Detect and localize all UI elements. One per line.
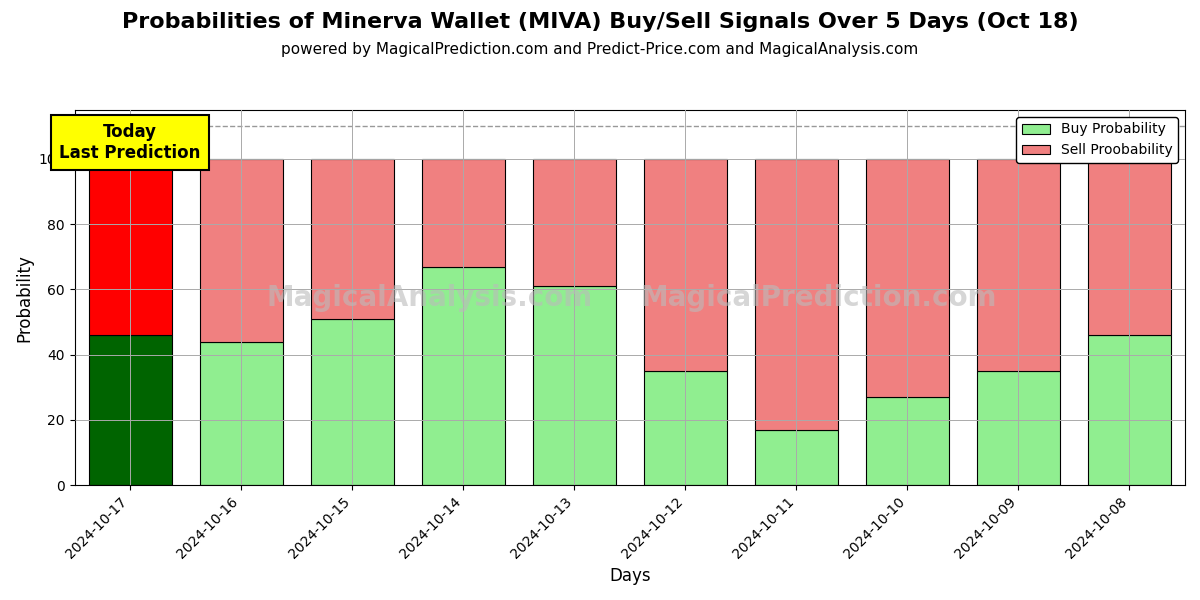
Y-axis label: Probability: Probability — [16, 254, 34, 341]
Bar — [421, 266, 505, 485]
Text: Probabilities of Minerva Wallet (MIVA) Buy/Sell Signals Over 5 Days (Oct 18): Probabilities of Minerva Wallet (MIVA) B… — [121, 12, 1079, 32]
Bar — [755, 159, 838, 430]
Bar — [421, 159, 505, 266]
Bar — [1088, 335, 1171, 485]
Bar — [643, 159, 727, 371]
Bar — [533, 159, 616, 286]
Text: MagicalAnalysis.com: MagicalAnalysis.com — [266, 284, 593, 311]
Legend: Buy Probability, Sell Proobability: Buy Probability, Sell Proobability — [1016, 117, 1178, 163]
Bar — [865, 397, 949, 485]
Bar — [865, 159, 949, 397]
Bar — [643, 371, 727, 485]
Bar — [311, 319, 394, 485]
X-axis label: Days: Days — [610, 567, 650, 585]
Bar — [755, 430, 838, 485]
Bar — [199, 341, 283, 485]
Bar — [977, 371, 1060, 485]
Bar — [533, 286, 616, 485]
Text: MagicalPrediction.com: MagicalPrediction.com — [641, 284, 997, 311]
Bar — [89, 159, 172, 335]
Bar — [977, 159, 1060, 371]
Bar — [1088, 159, 1171, 335]
Bar — [311, 159, 394, 319]
Bar — [199, 159, 283, 341]
Text: powered by MagicalPrediction.com and Predict-Price.com and MagicalAnalysis.com: powered by MagicalPrediction.com and Pre… — [281, 42, 919, 57]
Bar — [89, 335, 172, 485]
Text: Today
Last Prediction: Today Last Prediction — [60, 123, 200, 162]
